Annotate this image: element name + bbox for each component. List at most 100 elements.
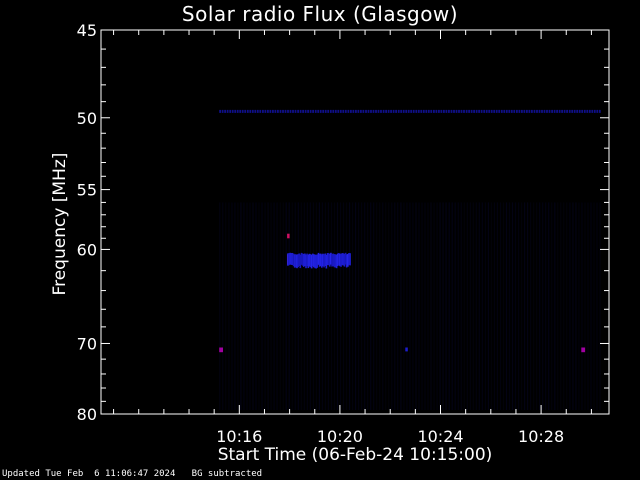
noise-column: [279, 202, 281, 410]
interference-dot: [289, 109, 292, 113]
interference-dot: [342, 109, 345, 113]
interference-dot: [422, 109, 425, 113]
noise-column: [300, 202, 302, 410]
noise-column: [273, 202, 275, 410]
interference-dot: [395, 109, 397, 113]
noise-column: [306, 202, 308, 410]
interference-dot: [360, 109, 362, 113]
interference-dot: [430, 109, 433, 113]
interference-dot: [450, 109, 453, 113]
noise-column: [370, 202, 372, 410]
interference-dot: [488, 109, 491, 113]
noise-column: [385, 202, 387, 410]
interference-dot: [397, 109, 400, 113]
interference-dot: [475, 109, 478, 113]
noise-column: [388, 202, 390, 410]
y-tick-label: 50: [77, 109, 97, 128]
interference-dot: [407, 109, 410, 113]
noise-column: [249, 202, 251, 410]
interference-dot: [392, 109, 395, 113]
interference-dot: [433, 109, 435, 113]
plot-frame: [100, 29, 610, 415]
burst-tail-streak: [310, 254, 313, 269]
burst-tail-streak: [344, 252, 347, 265]
noise-column: [487, 202, 489, 410]
interference-dot: [292, 109, 294, 113]
burst-tail-streak: [343, 253, 346, 267]
background-noise: [219, 202, 601, 410]
interference-dot: [284, 109, 287, 113]
interference-dot: [538, 109, 541, 113]
y-axis-label: Frequency [MHz]: [50, 152, 70, 296]
burst-tail-streak: [314, 254, 316, 269]
noise-column: [545, 202, 547, 410]
noise-column: [514, 202, 517, 410]
interference-dot: [297, 109, 299, 113]
noise-column: [502, 202, 505, 410]
burst-tail-streak: [304, 253, 306, 266]
noise-column: [527, 202, 529, 410]
burst-tail-streak: [308, 253, 311, 267]
burst-tail-streak: [330, 252, 332, 265]
y-tick-label: 60: [77, 240, 97, 259]
interference-dot: [365, 109, 367, 113]
noise-column: [276, 202, 278, 410]
interference-dot: [370, 109, 372, 113]
noise-column: [454, 202, 456, 410]
burst-tail-streak: [334, 254, 337, 268]
burst-tail-streak: [323, 254, 325, 268]
noise-column: [560, 202, 562, 410]
noise-column: [530, 202, 532, 410]
noise-column: [490, 202, 492, 410]
burst-tail-streak: [298, 253, 300, 266]
interference-dot: [561, 109, 563, 113]
interference-dot: [314, 109, 317, 113]
interference-dot: [586, 109, 589, 113]
burst-tail-streak: [335, 254, 338, 269]
interference-dot: [460, 109, 463, 113]
noise-column: [391, 202, 393, 410]
noise-column: [505, 202, 508, 410]
noise-column: [367, 202, 369, 410]
noise-column: [303, 202, 305, 410]
burst-tail-streak: [299, 254, 302, 269]
noise-column: [496, 202, 498, 410]
interference-dot: [244, 109, 247, 113]
noise-column: [312, 202, 314, 410]
status-text: Updated Tue Feb 6 11:06:47 2024 BG subtr…: [2, 469, 263, 479]
burst-tail-streak: [293, 254, 296, 268]
noise-column: [237, 202, 239, 410]
noise-column: [321, 202, 323, 410]
y-tick-label: 55: [77, 181, 97, 200]
interference-dot: [380, 109, 382, 113]
noise-column: [342, 202, 345, 410]
burst-tail-streak: [306, 253, 308, 267]
interference-dot: [493, 109, 496, 113]
interference-dot: [347, 109, 350, 113]
noise-column: [225, 202, 227, 410]
interference-dot: [367, 109, 370, 113]
interference-dot: [510, 109, 513, 113]
interference-dot: [465, 109, 468, 113]
interference-dot: [256, 109, 259, 113]
noise-column: [457, 202, 459, 410]
burst-tail-streak: [312, 253, 314, 267]
interference-dot: [251, 109, 254, 113]
burst-tail-streak: [317, 252, 320, 265]
interference-dot: [420, 109, 423, 113]
interference-dot: [415, 109, 418, 113]
noise-column: [379, 202, 381, 410]
burst-tail-streak: [341, 253, 343, 266]
interference-dot: [563, 109, 566, 113]
interference-dot: [468, 109, 470, 113]
noise-column: [315, 202, 317, 410]
interference-dot: [573, 109, 576, 113]
y-tick-label: 70: [77, 334, 97, 353]
noise-column: [518, 202, 520, 410]
interference-dot: [304, 109, 307, 113]
interference-dot: [319, 109, 322, 113]
interference-dot: [329, 109, 332, 113]
noise-column: [554, 202, 556, 410]
interference-dot: [377, 109, 380, 113]
